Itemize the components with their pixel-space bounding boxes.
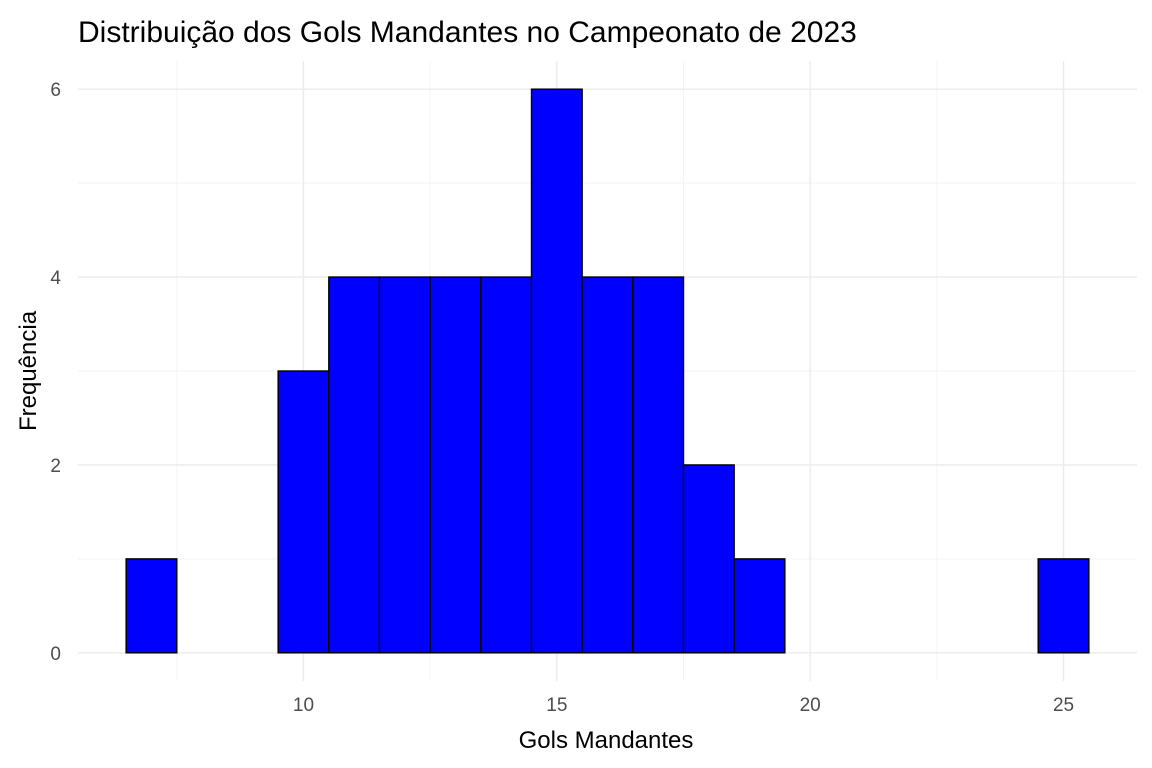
y-tick-label: 6: [50, 80, 61, 101]
bars: [125, 88, 1090, 654]
histogram-bar: [581, 276, 634, 654]
histogram-bar: [480, 276, 533, 654]
x-tick-label: 10: [293, 695, 314, 716]
histogram-bar: [632, 276, 685, 654]
x-tick-label: 20: [800, 695, 821, 716]
x-axis-ticks: 10 15 20 25: [293, 695, 1074, 716]
x-axis-title: Gols Mandantes: [519, 727, 694, 754]
histogram-bar: [682, 464, 735, 654]
y-tick-label: 2: [50, 456, 61, 477]
x-tick-label: 25: [1053, 695, 1074, 716]
y-tick-label: 4: [50, 268, 61, 289]
histogram-bar: [328, 276, 381, 654]
histogram-bar: [733, 558, 786, 654]
histogram-bar: [125, 558, 178, 654]
x-tick-label: 15: [546, 695, 567, 716]
histogram-bar: [530, 88, 583, 654]
histogram-bar: [1037, 558, 1090, 654]
histogram-bar: [277, 370, 330, 654]
histogram-bar: [429, 276, 482, 654]
y-tick-label: 0: [50, 644, 61, 665]
chart-title: Distribuição dos Gols Mandantes no Campe…: [78, 16, 857, 49]
y-axis-ticks: 0 2 4 6: [50, 80, 61, 665]
y-axis-title: Frequência: [15, 310, 42, 431]
histogram-bar: [378, 276, 431, 654]
